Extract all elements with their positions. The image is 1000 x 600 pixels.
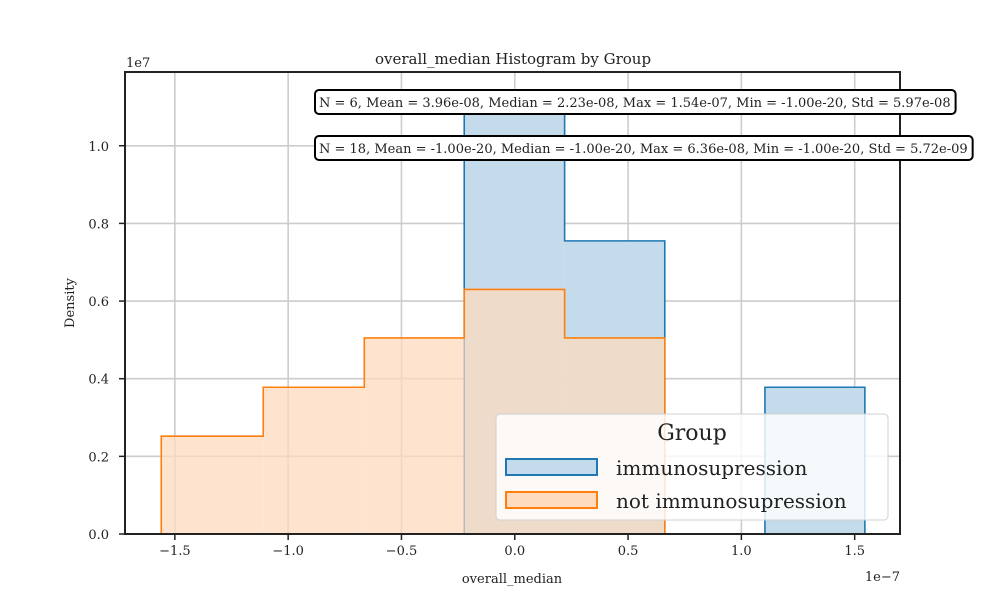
- y-axis-label: Density: [63, 277, 78, 328]
- legend: Group immunosupression not immunosupress…: [495, 413, 889, 521]
- outline-not-immunosupression: [160, 288, 666, 534]
- stats-box-frame: [314, 89, 957, 115]
- chart-title: overall_median Histogram by Group: [375, 50, 651, 68]
- y-tick-label: 1.0: [88, 140, 109, 155]
- stats-box-frame: [314, 135, 974, 161]
- legend-label-not-immunosupression: not immunosupression: [616, 489, 847, 513]
- y-tick-label: 0.6: [88, 295, 109, 310]
- stats-annotations: N = 6, Mean = 3.96e-08, Median = 2.23e-0…: [314, 89, 974, 161]
- x-axis-label: overall_median: [462, 572, 563, 587]
- plot-frame: [124, 71, 901, 535]
- y-offset-label: 1e7: [126, 56, 150, 71]
- y-tick-label: 0.8: [88, 217, 109, 232]
- stats-text-immunosupression: N = 6, Mean = 3.96e-08, Median = 2.23e-0…: [319, 96, 951, 111]
- x-tick-label: 0.5: [618, 544, 639, 559]
- stats-box-immunosupression: N = 6, Mean = 3.96e-08, Median = 2.23e-0…: [314, 89, 957, 115]
- stats-text-not-immunosupression: N = 18, Mean = -1.00e-20, Median = -1.00…: [319, 142, 968, 157]
- legend-swatch-not-immunosupression: [505, 491, 598, 509]
- x-tick-label: 1.0: [731, 544, 752, 559]
- x-tick-label: 0.0: [504, 544, 525, 559]
- bar-not-immunosupression: [161, 436, 264, 534]
- legend-label-immunosupression: immunosupression: [616, 456, 807, 480]
- x-tick-label: −1.0: [272, 544, 304, 559]
- bar-not-immunosupression: [364, 337, 465, 534]
- axis-ticks: −1.5 −1.0 −0.5 0.0 0.5 1.0 1.5 0.0 0.2 0.4 0.6 0.8 1…: [88, 140, 865, 559]
- legend-swatch-immunosupression: [505, 458, 598, 476]
- x-offset-label: 1e−7: [865, 570, 900, 585]
- x-tick-label: −0.5: [386, 544, 418, 559]
- legend-title: Group: [657, 421, 727, 446]
- y-tick-label: 0.0: [88, 528, 109, 543]
- x-tick-label: 1.5: [844, 544, 865, 559]
- stats-box-not-immunosupression: N = 18, Mean = -1.00e-20, Median = -1.00…: [314, 135, 974, 161]
- x-tick-label: −1.5: [159, 544, 191, 559]
- bar-not-immunosupression: [263, 387, 365, 534]
- y-tick-label: 0.2: [88, 450, 109, 465]
- y-tick-label: 0.4: [88, 373, 109, 388]
